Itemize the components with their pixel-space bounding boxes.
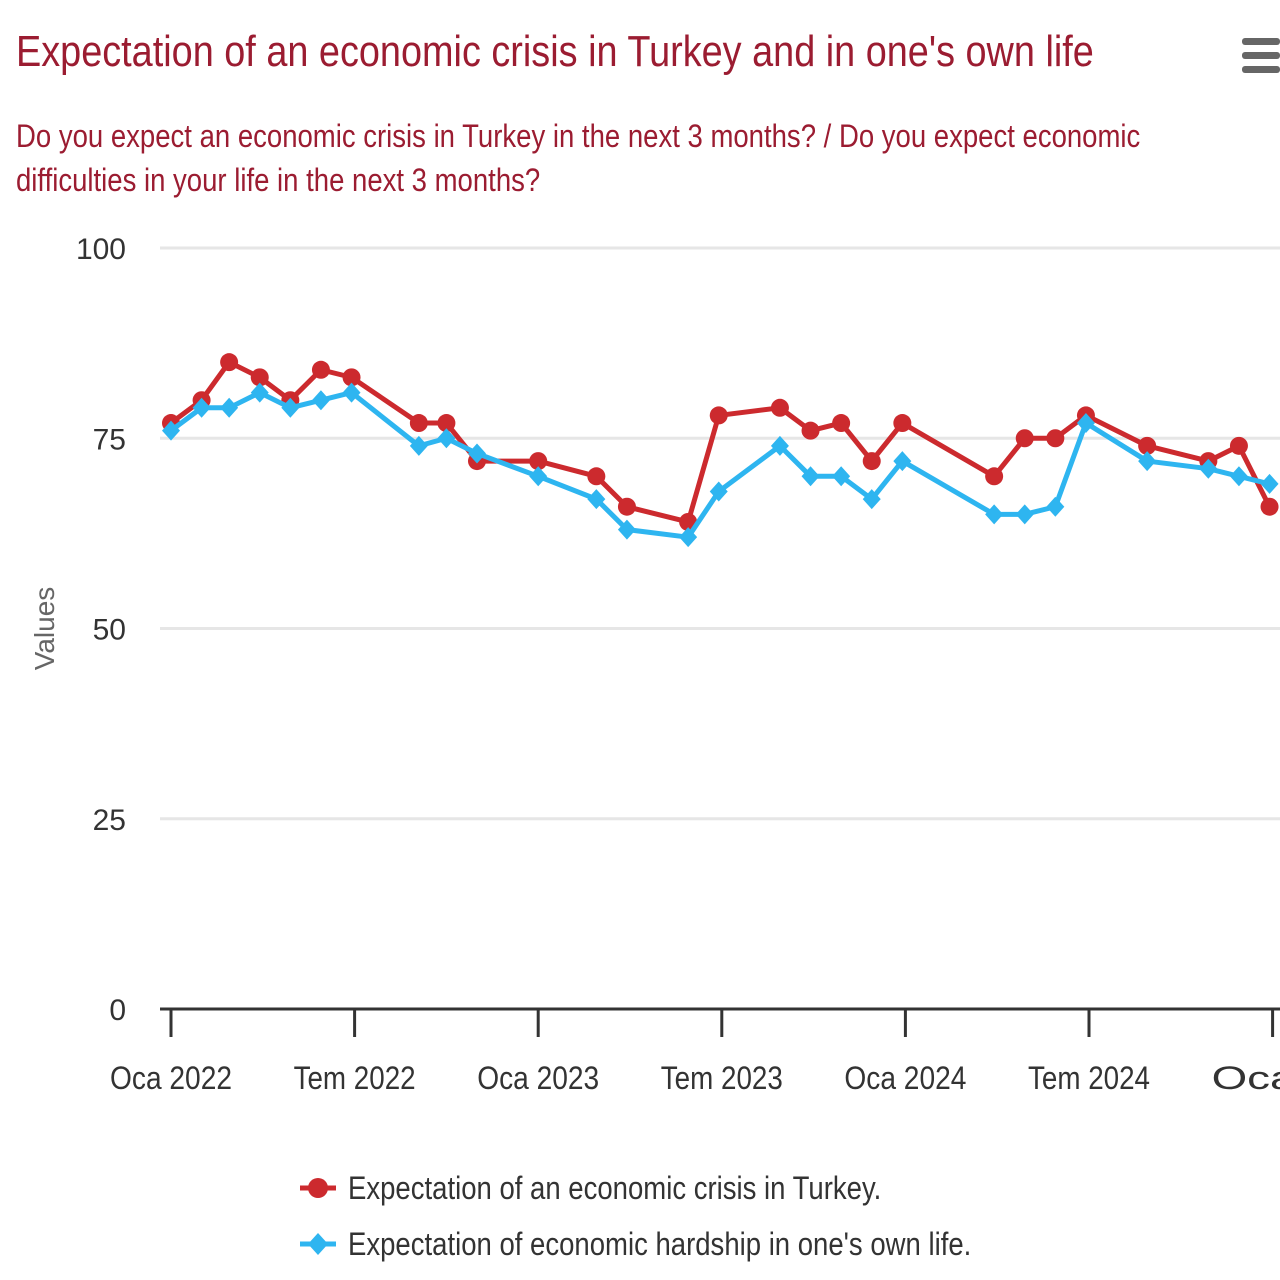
data-point-own-life (162, 420, 180, 441)
data-point-own-life (1076, 413, 1095, 434)
data-point-turkey (985, 467, 1004, 486)
series-line-turkey (169, 359, 1272, 525)
legend-diamond-marker-icon (300, 1233, 336, 1255)
y-axis-title: Values (29, 587, 60, 671)
y-tick-label: 100 (76, 233, 126, 266)
data-point-turkey (437, 414, 456, 433)
data-point-turkey (617, 497, 636, 516)
data-point-own-life (1260, 473, 1279, 494)
data-point-own-life (220, 397, 239, 418)
data-point-own-life (1015, 504, 1034, 525)
data-point-own-life (1138, 451, 1157, 472)
data-point-turkey (587, 467, 606, 486)
data-point-own-life (1229, 466, 1248, 487)
x-tick-label: Oca... (1212, 1060, 1280, 1096)
data-point-own-life (1046, 496, 1065, 517)
legend-item-turkey[interactable]: Expectation of an economic crisis in Tur… (298, 1160, 1073, 1216)
data-point-own-life (709, 481, 728, 502)
data-point-own-life (281, 397, 300, 418)
data-point-own-life (409, 435, 428, 456)
data-point-own-life (679, 527, 698, 548)
data-point-own-life (985, 504, 1004, 525)
data-point-own-life (862, 489, 881, 510)
legend-item-own-life[interactable]: Expectation of economic hardship in one'… (298, 1216, 1073, 1272)
data-point-turkey (250, 368, 269, 387)
data-point-turkey (220, 353, 239, 372)
data-point-turkey (311, 360, 330, 379)
data-point-turkey (1015, 429, 1034, 448)
data-point-turkey (409, 414, 428, 433)
data-point-turkey (801, 421, 820, 440)
data-point-own-life (770, 435, 789, 456)
line-chart: 0 25 50 75 100 Oca 2022 Tem 2022 Oca 2023 Tem 20… (29, 233, 1280, 1096)
x-tick-label: Tem 2022 (294, 1060, 416, 1096)
hamburger-menu-icon[interactable] (1238, 34, 1280, 78)
data-point-turkey (342, 368, 361, 387)
y-tick-label: 0 (109, 994, 126, 1027)
legend-label-own-life: Expectation of economic hardship in one'… (348, 1225, 972, 1262)
data-point-turkey (832, 414, 851, 433)
series-line-own-life (169, 390, 1271, 540)
data-point-own-life (893, 451, 912, 472)
data-point-turkey (1229, 436, 1248, 455)
data-point-own-life (529, 466, 548, 487)
data-point-own-life (801, 466, 820, 487)
y-tick-label: 50 (93, 614, 126, 647)
y-tick-label: 25 (93, 804, 126, 837)
legend-label-turkey: Expectation of an economic crisis in Tur… (348, 1169, 882, 1206)
data-point-own-life (437, 428, 456, 449)
data-point-turkey (529, 452, 548, 471)
data-point-own-life (342, 382, 361, 403)
legend-circle-marker-icon (300, 1178, 336, 1198)
data-point-own-life (250, 382, 269, 403)
data-point-own-life (311, 390, 330, 411)
data-point-own-life (192, 397, 211, 418)
data-point-own-life (617, 519, 636, 540)
data-point-own-life (1199, 458, 1218, 479)
data-point-own-life (587, 489, 606, 510)
x-tick-label: Oca 2023 (477, 1060, 599, 1096)
x-tick-label: Oca 2024 (844, 1060, 966, 1096)
data-point-turkey (893, 414, 912, 433)
x-tick-label: Tem 2023 (661, 1060, 783, 1096)
data-point-turkey (1046, 429, 1065, 448)
chart-title: Expectation of an economic crisis in Tur… (16, 27, 1094, 76)
chart-subtitle: Do you expect an economic crisis in Turk… (16, 118, 1141, 198)
x-tick-label: Tem 2024 (1028, 1060, 1150, 1096)
data-point-turkey (709, 406, 728, 425)
data-point-own-life (468, 443, 486, 464)
data-point-turkey (1260, 497, 1279, 516)
data-point-turkey (770, 398, 789, 417)
data-point-turkey (1138, 436, 1157, 455)
legend: Expectation of an economic crisis in Tur… (298, 1160, 1073, 1272)
data-point-own-life (832, 466, 851, 487)
data-point-turkey (862, 452, 881, 471)
y-tick-label: 75 (93, 423, 126, 456)
x-tick-label: Oca 2022 (110, 1060, 232, 1096)
